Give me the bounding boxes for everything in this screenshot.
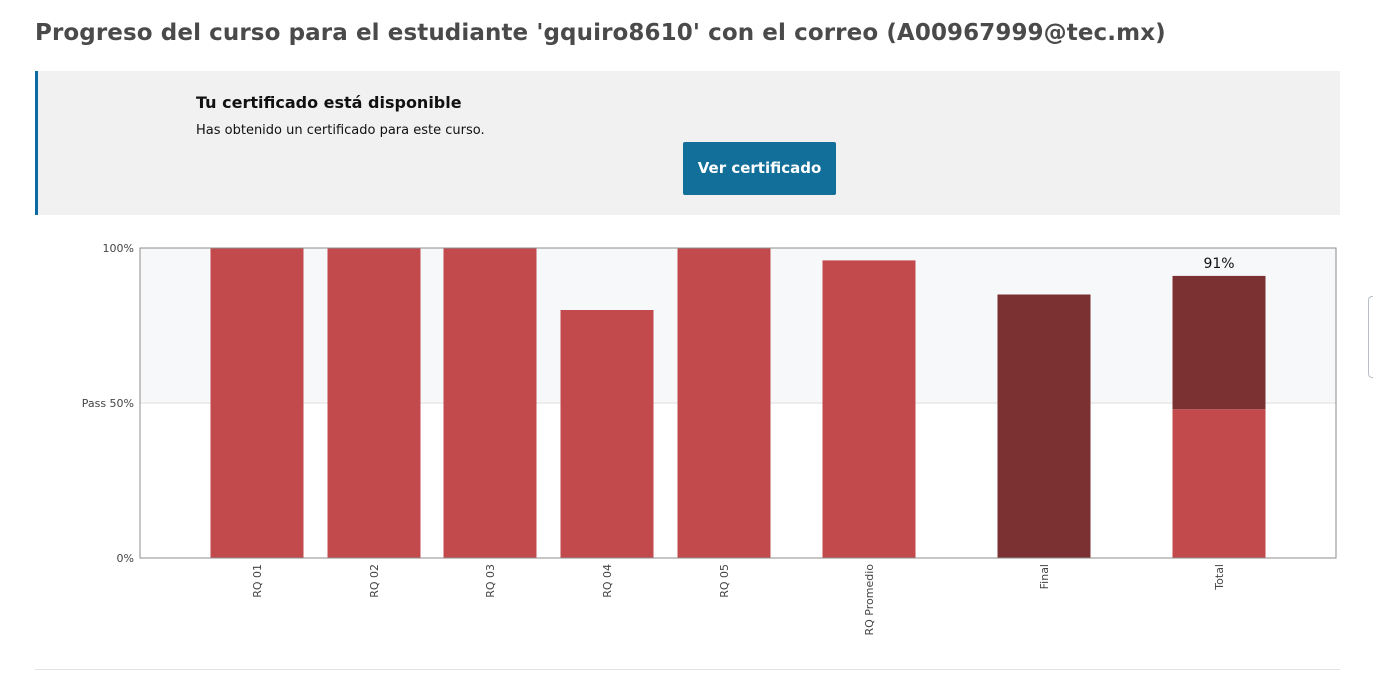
x-tick-label: Final [1038, 564, 1051, 589]
bar-rq-04 [560, 310, 654, 558]
x-tick-label: RQ 03 [484, 564, 497, 598]
x-tick-label: RQ 04 [601, 564, 614, 598]
bar-rq-01 [210, 248, 304, 558]
bottom-divider [35, 669, 1340, 670]
y-tick-label: 0% [117, 552, 134, 565]
bar-rq-05 [677, 248, 771, 558]
side-panel-tab[interactable] [1368, 296, 1373, 378]
view-certificate-button[interactable]: Ver certificado [683, 142, 836, 195]
x-tick-label: RQ 01 [251, 564, 264, 598]
plot-frame [139, 247, 1337, 559]
certificate-banner: Tu certificado está disponible Has obten… [35, 71, 1340, 215]
bar-total-segment-rq [1172, 409, 1266, 558]
x-tick-label: RQ 02 [368, 564, 381, 598]
certificate-message: Has obtenido un certificado para este cu… [196, 123, 485, 138]
certificate-title: Tu certificado está disponible [196, 93, 462, 112]
bar-rq-03 [443, 248, 537, 558]
y-tick-label: 100% [103, 242, 134, 255]
page-title: Progreso del curso para el estudiante 'g… [35, 20, 1166, 46]
grade-chart-svg: 91% 0% Pass 50% 100% RQ 01 RQ 02 RQ 03 RQ 04 RQ … [82, 242, 1337, 636]
bar-final [997, 294, 1091, 558]
bar-total-value-label: 91% [1203, 256, 1234, 272]
x-tick-label: RQ 05 [718, 564, 731, 598]
y-tick-label: Pass 50% [82, 397, 134, 410]
grade-chart: 91% 0% Pass 50% 100% RQ 01 RQ 02 RQ 03 RQ 04 RQ … [0, 230, 1373, 660]
x-tick-label: Total [1213, 564, 1226, 591]
bar-rq-02 [327, 248, 421, 558]
bar-total-segment-final [1172, 275, 1266, 410]
bar-rq-promedio [822, 260, 916, 558]
x-tick-label: RQ Promedio [863, 564, 876, 636]
